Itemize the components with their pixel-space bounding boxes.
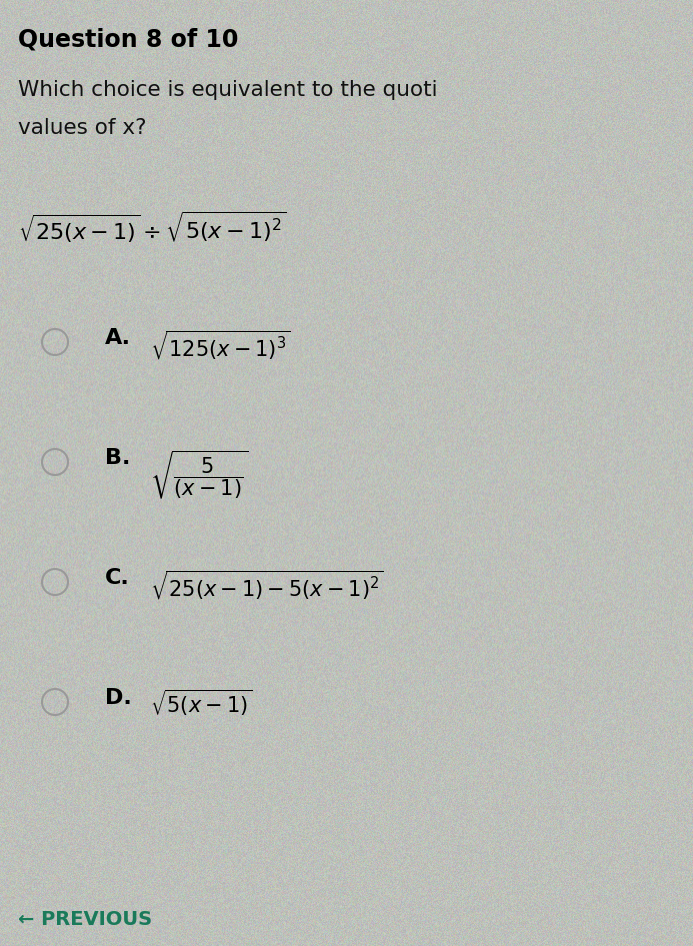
Text: B.: B. — [105, 448, 130, 468]
Text: $\sqrt{25(x-1)} \div \sqrt{5(x-1)^2}$: $\sqrt{25(x-1)} \div \sqrt{5(x-1)^2}$ — [18, 210, 287, 245]
Text: $\sqrt{\dfrac{5}{(x-1)}}$: $\sqrt{\dfrac{5}{(x-1)}}$ — [150, 448, 249, 500]
Text: $\sqrt{125(x-1)^3}$: $\sqrt{125(x-1)^3}$ — [150, 328, 290, 361]
Text: values of x?: values of x? — [18, 118, 146, 138]
Text: ← PREVIOUS: ← PREVIOUS — [18, 910, 152, 929]
Text: $\sqrt{5(x-1)}$: $\sqrt{5(x-1)}$ — [150, 688, 252, 718]
Text: Question 8 of 10: Question 8 of 10 — [18, 28, 238, 52]
Text: Which choice is equivalent to the quoti: Which choice is equivalent to the quoti — [18, 80, 437, 100]
Text: A.: A. — [105, 328, 131, 348]
Text: D.: D. — [105, 688, 132, 708]
Text: C.: C. — [105, 568, 130, 588]
Text: $\sqrt{25(x-1)-5(x-1)^2}$: $\sqrt{25(x-1)-5(x-1)^2}$ — [150, 568, 384, 602]
